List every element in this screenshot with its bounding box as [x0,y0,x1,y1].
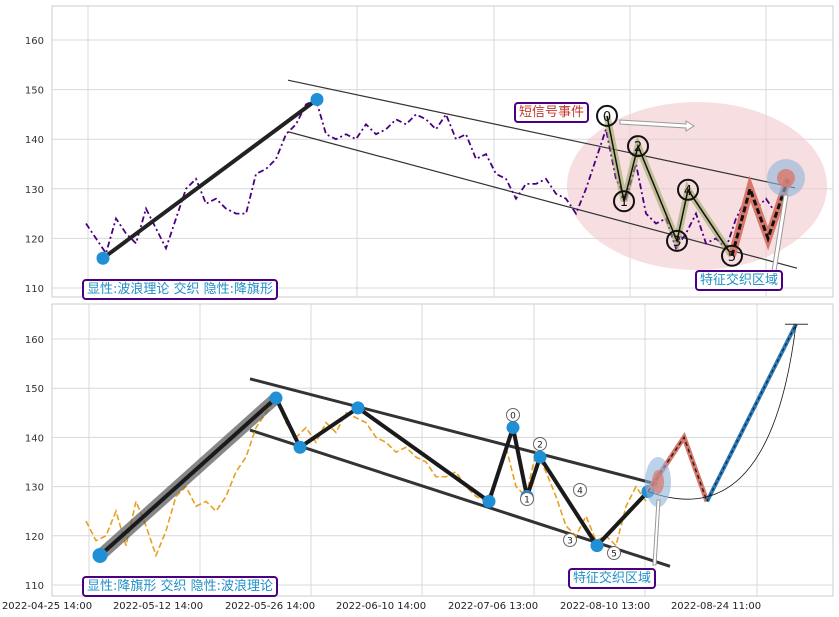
bottom-pattern-label: 显性:降旗形 交织 隐性:波浪理论 [82,576,279,597]
pivot-point [533,450,547,464]
wave-label: 4 [577,487,583,497]
y-tick-label: 130 [25,185,44,196]
target-zone-inner [652,470,664,494]
y-tick-label: 150 [25,86,44,97]
pivot-point [482,494,496,508]
projection-target-line [705,323,798,503]
wave-marker [506,408,520,422]
pivot-point [310,93,324,107]
x-tick-label: 2022-08-24 11:00 [671,601,761,612]
wave-marker [520,492,534,506]
event-arrow [619,119,695,132]
y-tick-label: 120 [25,532,44,543]
zone-arrow [652,499,661,566]
target-zone-inner [777,169,795,187]
y-tick-label: 150 [25,384,44,395]
x-tick-label: 2022-05-12 14:00 [113,601,203,612]
pivot-point [351,401,365,415]
top-panel: 110 120 130 140 150 160 0 1 2 3 4 5 [25,5,834,298]
wave-label: 0 [510,412,516,422]
wave-marker [627,135,649,158]
wave-label: 5 [728,250,736,265]
wave-label: 3 [673,235,681,250]
pattern-trend-line [101,97,319,260]
channel-upper-line [287,79,796,189]
wave-marker [573,483,587,497]
channel-upper-line [249,377,658,486]
wave-label: 2 [537,441,543,451]
plot-area [51,303,834,597]
wave-marker [533,437,547,451]
wave-marker [613,190,635,213]
wave-label: 3 [567,537,573,547]
wave-line [606,115,733,257]
wave-marker [666,229,688,252]
pivot-point [96,251,110,265]
pivot-point [92,547,108,563]
wave-label: 4 [684,184,692,199]
y-tick-label: 140 [25,135,44,146]
wave-marker [721,244,743,267]
y-tick-label: 110 [25,284,44,295]
y-tick-label: 160 [25,36,44,47]
pattern-tail-line [730,178,790,257]
pivot-point [293,440,307,454]
wave-label: 2 [634,140,642,155]
pattern-pivot-line [98,394,650,557]
pivot-point [506,421,520,435]
price-series-line [85,396,647,558]
wave-label: 1 [524,496,530,506]
bottom-panel: 110 120 130 140 150 160 0 1 2 3 4 5 2022-04-25 14:00… [2,303,834,612]
wave-label: 5 [611,550,617,560]
top-pattern-label: 显性:波浪理论 交织 隐性:降旗形 [82,279,279,300]
wave-marker [596,104,618,127]
wave-label: 1 [620,195,628,210]
channel-lower-line [287,131,798,269]
x-tick-label: 2022-05-26 14:00 [225,601,315,612]
y-tick-label: 120 [25,234,44,245]
x-tick-label: 2022-08-10 13:00 [560,601,650,612]
wave-marker [607,546,621,560]
wave-marker [677,178,699,201]
x-tick-label: 2022-04-25 14:00 [2,601,92,612]
pivot-point [269,391,283,405]
x-tick-label: 2022-07-06 13:00 [448,601,538,612]
y-tick-label: 160 [25,335,44,346]
projection-arc [647,324,797,500]
top-zone-label: 特征交织区域 [695,270,784,291]
top-event-label: 短信号事件 [514,102,590,123]
y-tick-label: 110 [25,581,44,592]
bottom-zone-label: 特征交织区域 [568,568,657,589]
pivot-point [590,539,604,553]
wave-label: 0 [603,110,611,125]
y-tick-label: 130 [25,483,44,494]
y-tick-label: 140 [25,433,44,444]
wave-marker [563,533,577,547]
x-tick-label: 2022-06-10 14:00 [336,601,426,612]
